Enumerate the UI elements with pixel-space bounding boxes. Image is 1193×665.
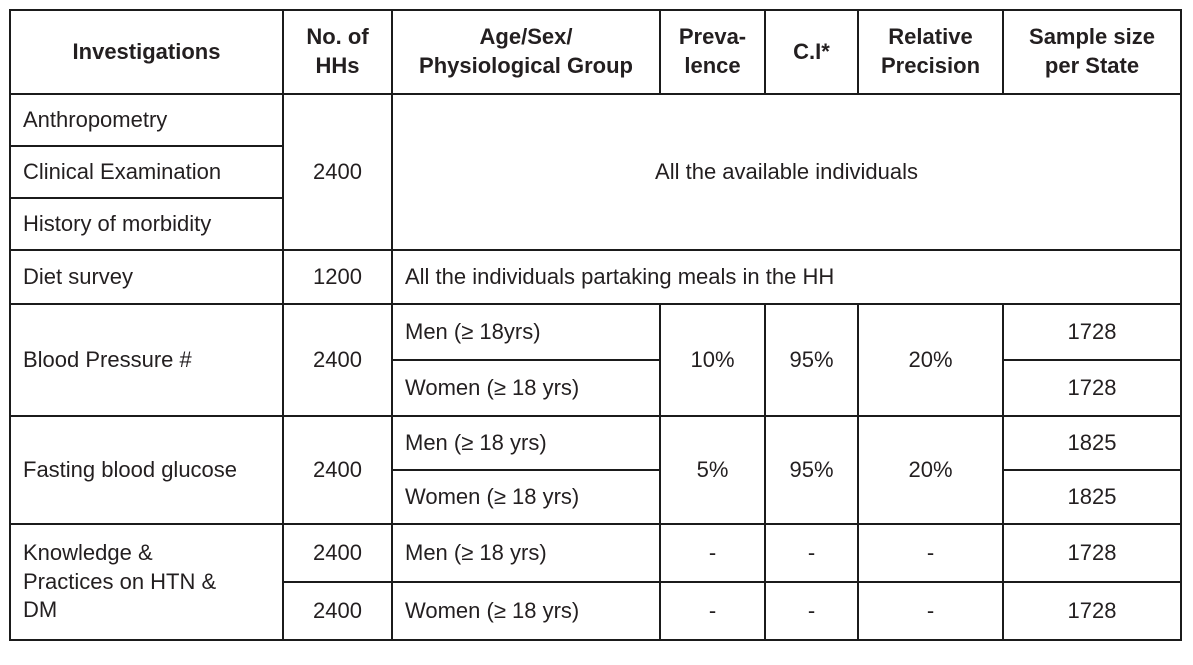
row-clinical-examination: Clinical Examination: [9, 145, 1181, 199]
cell-group-bp-women: Women (≥ 18 yrs): [391, 359, 661, 417]
row-knowledge-men: Knowledge & Practices on HTN & DM 2400 M…: [9, 523, 1182, 641]
row-blood-pressure-women: Women (≥ 18 yrs) 1728: [10, 359, 1182, 417]
sampling-plan-table: Investigations No. of HHs Age/Sex/ Physi…: [9, 9, 1182, 641]
cell-investigation-clinical-examination: Clinical Examination: [9, 145, 284, 199]
cell-sample-bp-women: 1728: [1002, 359, 1182, 417]
cell-sample-knowledge-women: 1728: [1002, 581, 1182, 641]
cell-prevalence-knowledge-women: -: [659, 581, 766, 641]
cell-precision-knowledge-women: -: [857, 581, 1004, 641]
cell-hhs-fasting-glucose: 2400: [282, 415, 393, 525]
cell-hhs-knowledge-women: 2400: [282, 581, 393, 641]
cell-sample-fbg-women: 1825: [1002, 469, 1182, 525]
cell-prevalence-knowledge-men: -: [659, 523, 766, 583]
cell-precision-knowledge-men: -: [857, 523, 1004, 583]
cell-investigation-knowledge-practices: Knowledge & Practices on HTN & DM: [9, 523, 284, 641]
row-blood-pressure-men: Blood Pressure # 2400 Men (≥ 18yrs) 10% …: [9, 303, 1182, 417]
cell-sample-fbg-men: 1825: [1002, 415, 1182, 471]
row-diet-survey: Diet survey 1200 All the individuals par…: [9, 249, 1182, 305]
cell-ci-knowledge-women: -: [764, 581, 859, 641]
cell-investigation-history-of-morbidity: History of morbidity: [9, 197, 284, 251]
cell-hhs-diet-survey: 1200: [282, 249, 393, 305]
cell-precision-blood-pressure: 20%: [857, 303, 1004, 417]
row-history-of-morbidity: History of morbidity: [9, 197, 1181, 251]
cell-investigation-blood-pressure: Blood Pressure #: [9, 303, 284, 417]
col-header-prevalence: Preva- lence: [659, 9, 766, 95]
cell-prevalence-blood-pressure: 10%: [659, 303, 766, 417]
cell-group-knowledge-women: Women (≥ 18 yrs): [391, 581, 661, 641]
cell-investigation-fasting-glucose: Fasting blood glucose: [9, 415, 284, 525]
cell-note-partaking-meals: All the individuals partaking meals in t…: [391, 249, 1182, 305]
cell-ci-knowledge-men: -: [764, 523, 859, 583]
cell-investigation-anthropometry: Anthropometry: [9, 93, 284, 147]
cell-sample-bp-men: 1728: [1002, 303, 1182, 361]
cell-group-knowledge-men: Men (≥ 18 yrs): [391, 523, 661, 583]
col-header-sample-size: Sample size per State: [1002, 9, 1182, 95]
col-header-relative-precision: Relative Precision: [857, 9, 1004, 95]
col-header-investigations: Investigations: [9, 9, 284, 95]
row-anthropometry: Anthropometry 2400 All the available ind…: [9, 93, 1182, 251]
cell-investigation-diet-survey: Diet survey: [9, 249, 284, 305]
cell-group-bp-men: Men (≥ 18yrs): [391, 303, 661, 361]
col-header-age-sex-group: Age/Sex/ Physiological Group: [391, 9, 661, 95]
header-row: Investigations No. of HHs Age/Sex/ Physi…: [9, 9, 1182, 95]
col-header-ci: C.I*: [764, 9, 859, 95]
cell-ci-fasting-glucose: 95%: [764, 415, 859, 525]
cell-ci-blood-pressure: 95%: [764, 303, 859, 417]
cell-note-all-available-individuals: All the available individuals: [391, 93, 1182, 251]
cell-hhs-household-survey: 2400: [282, 93, 393, 251]
cell-sample-knowledge-men: 1728: [1002, 523, 1182, 583]
row-knowledge-women: 2400 Women (≥ 18 yrs) - - - 1728: [10, 581, 1182, 641]
cell-hhs-blood-pressure: 2400: [282, 303, 393, 417]
cell-precision-fasting-glucose: 20%: [857, 415, 1004, 525]
cell-hhs-knowledge-men: 2400: [282, 523, 393, 583]
cell-group-fbg-men: Men (≥ 18 yrs): [391, 415, 661, 471]
row-fasting-glucose-men: Fasting blood glucose 2400 Men (≥ 18 yrs…: [9, 415, 1182, 525]
cell-group-fbg-women: Women (≥ 18 yrs): [391, 469, 661, 525]
row-fasting-glucose-women: Women (≥ 18 yrs) 1825: [10, 469, 1182, 525]
col-header-no-of-hhs: No. of HHs: [282, 9, 393, 95]
cell-prevalence-fasting-glucose: 5%: [659, 415, 766, 525]
